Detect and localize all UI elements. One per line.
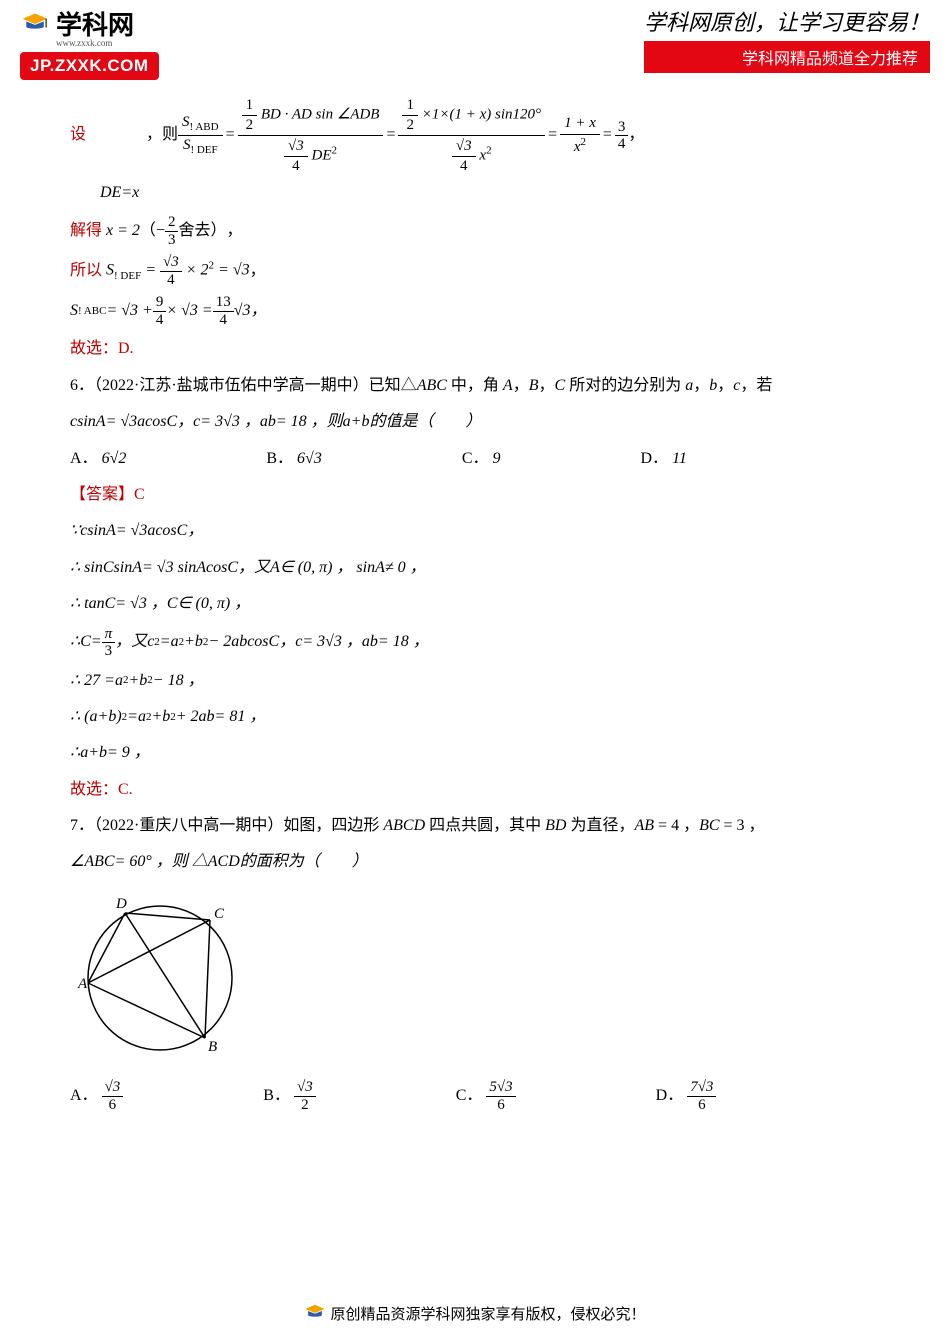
q5-conclusion: 故选：D. xyxy=(70,334,900,364)
q6-step6: ∴ (a + b)2 = a2 + b2 + 2ab = 81 ， xyxy=(70,702,900,732)
jp-badge: JP.ZXXK.COM xyxy=(20,52,159,80)
header-red-strip: 学科网精品频道全力推荐 xyxy=(644,41,930,73)
q6-step1: ∵ c sin A = √3 a cos C ， xyxy=(70,516,900,546)
content-body: 设 ，则 S! ABD S! DEF = 12 BD · AD sin ∠ADB… xyxy=(0,80,950,1113)
q6-conclusion: 故选：C. xyxy=(70,775,900,805)
svg-text:A: A xyxy=(77,976,88,992)
set-label: 设 xyxy=(70,120,86,150)
q6-answer: 【答案】C xyxy=(70,480,900,510)
graduation-cap-icon xyxy=(304,1302,326,1324)
logo-subtitle: www.zxxk.com xyxy=(56,38,159,48)
footer-text: 原创精品资源学科网独家享有版权，侵权必究！ xyxy=(330,1303,645,1324)
logo-text: 学科网 xyxy=(56,5,134,42)
q7-stem: 7．（2022·重庆八中高一期中）如图，四边形 ABCD 四点共圆，其中 BD … xyxy=(70,811,900,841)
q6-stem: 6．（2022·江苏·盐城市伍佑中学高一期中）已知△ABC 中，角 A，B，C … xyxy=(70,371,900,401)
page-footer: 原创精品资源学科网独家享有版权，侵权必究！ xyxy=(0,1302,950,1324)
q7-diagram: A B C D xyxy=(70,888,900,1069)
svg-text:D: D xyxy=(115,896,127,912)
q6-step7: ∴ a + b = 9 ， xyxy=(70,738,900,768)
q5-line1: 设 ，则 S! ABD S! DEF = 12 BD · AD sin ∠ADB… xyxy=(70,95,900,176)
q5-solve: 解得 x = 2 （ − 23 舍去） ， xyxy=(70,214,900,248)
header-right: 学科网原创，让学习更容易！ 学科网精品频道全力推荐 xyxy=(644,5,930,73)
header-slogan: 学科网原创，让学习更容易！ xyxy=(644,5,930,37)
q7-line2: ∠ABC = 60° ，则 △ACD 的面积为（ ） xyxy=(70,847,900,877)
svg-text:B: B xyxy=(208,1039,217,1055)
q6-step2: ∴ sin C sin A = √3 sin A cos C ，又 A ∈ (0… xyxy=(70,553,900,583)
page-header: 学科网 www.zxxk.com JP.ZXXK.COM 学科网原创，让学习更容… xyxy=(0,0,950,80)
q6-options: A．6√2 B．6√3 C．9 D．11 xyxy=(70,444,900,474)
q5-sdef: 所以 S! DEF = √34 × 22 = √3 ， xyxy=(70,254,900,288)
q6-step3: ∴ tan C = √3 ， C ∈ (0, π) ， xyxy=(70,589,900,619)
q7-options: A．√36 B．√32 C．5√36 D．7√36 xyxy=(70,1079,900,1113)
graduation-cap-icon xyxy=(20,10,50,38)
q6-conditions: c sin A = √3 a cos C ， c = 3√3 ， ab = 18… xyxy=(70,407,900,437)
logo-block: 学科网 www.zxxk.com JP.ZXXK.COM xyxy=(20,5,159,80)
svg-text:C: C xyxy=(214,906,225,922)
q6-step4: ∴ C = π3 ，又 c2 = a2 + b2 − 2ab cos C ， c… xyxy=(70,626,900,660)
q5-sabc: S! ABC = √3 + 94 × √3 = 134 √3 ， xyxy=(70,294,900,328)
q6-step5: ∴ 27 = a2 + b2 − 18 ， xyxy=(70,666,900,696)
